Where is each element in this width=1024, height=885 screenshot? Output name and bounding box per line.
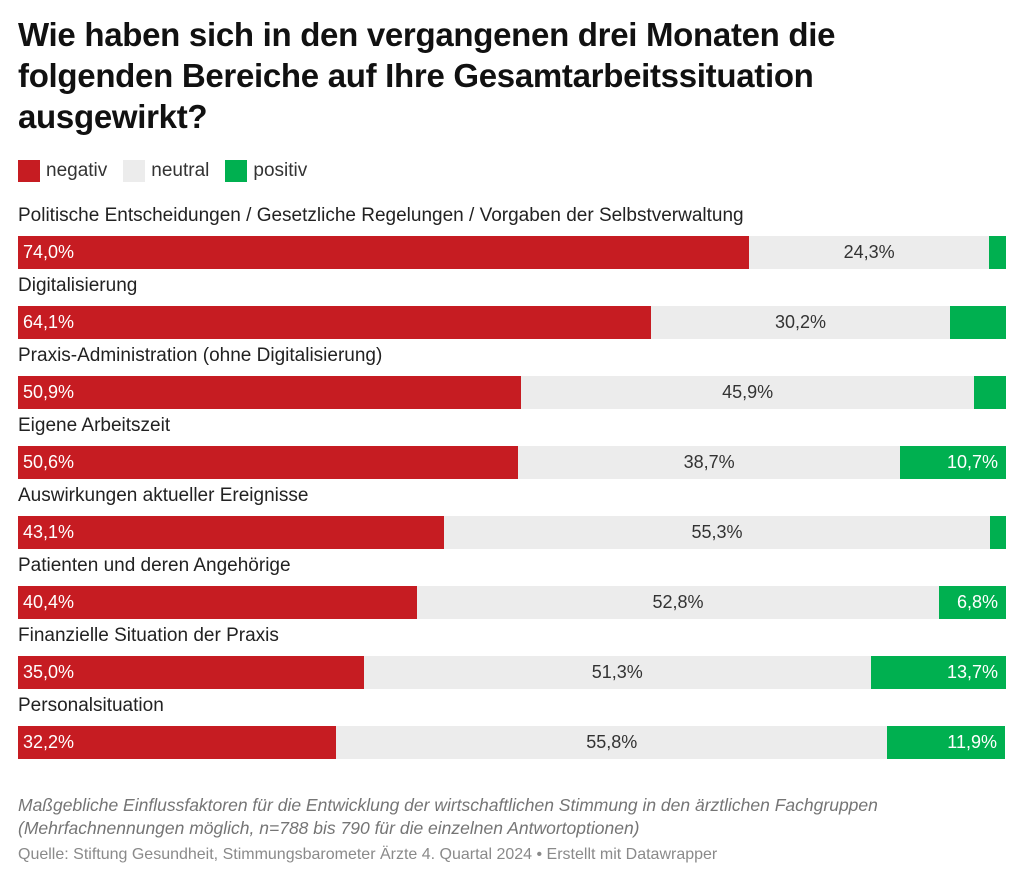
stacked-bar: 43,1% 55,3% [18, 516, 1006, 549]
data-label-negativ: 64,1% [23, 312, 75, 332]
bar-segment-neutral [517, 446, 901, 479]
bar-segment-negativ [18, 586, 418, 619]
bar-row: Finanzielle Situation der Praxis 35,0% 51,… [18, 624, 1006, 694]
chart-title: Wie haben sich in den vergangenen drei M… [18, 16, 836, 135]
category-label: Politische Entscheidungen / Gesetzliche … [18, 205, 744, 226]
bar-row: Politische Entscheidungen / Gesetzliche … [18, 204, 1006, 274]
data-label-neutral: 55,8% [586, 732, 638, 752]
bar-row: Patienten und deren Angehörige 40,4% 52,8%… [18, 554, 1006, 624]
category-label: Auswirkungen aktueller Ereignisse [18, 485, 309, 506]
bar-chart: Politische Entscheidungen / Gesetzliche … [18, 204, 1006, 764]
category-label: Digitalisierung [18, 275, 138, 296]
stacked-bar: 32,2% 55,8% 11,9% [18, 726, 1006, 759]
bar-segment-positiv [989, 236, 1006, 269]
bar-segment-neutral [417, 586, 939, 619]
category-label: Finanzielle Situation der Praxis [18, 625, 279, 646]
bar-segment-neutral [749, 236, 990, 269]
stacked-bar: 35,0% 51,3% 13,7% [18, 656, 1006, 689]
data-label-negativ: 32,2% [23, 732, 75, 752]
data-label-negativ: 74,0% [23, 242, 75, 262]
legend-swatch-negativ [18, 160, 40, 182]
data-label-negativ: 50,9% [23, 382, 75, 402]
chart-note: Maßgebliche Einflussfaktoren für die Ent… [18, 795, 878, 838]
data-label-positiv: 6,8% [956, 592, 998, 612]
bar-segment-positiv [887, 726, 1005, 759]
legend-label-positiv: positiv [253, 160, 308, 181]
data-label-negativ: 40,4% [23, 592, 75, 612]
data-label-negativ: 50,6% [23, 452, 75, 472]
data-label-neutral: 51,3% [591, 662, 643, 682]
legend-item-neutral: neutral [123, 160, 209, 182]
stacked-bar: 74,0% 24,3% [18, 236, 1006, 269]
data-label-neutral: 55,3% [691, 522, 743, 542]
data-label-positiv: 10,7% [946, 452, 998, 472]
bar-row: Praxis-Administration (ohne Digitalisier… [18, 344, 1006, 414]
bar-row: Digitalisierung 64,1% 30,2% [18, 274, 1006, 344]
data-label-positiv: 11,9% [947, 732, 997, 752]
bar-segment-negativ [18, 306, 652, 339]
data-label-negativ: 35,0% [23, 662, 75, 682]
legend: negativ neutral positiv [18, 158, 323, 184]
legend-item-positiv: positiv [225, 160, 307, 182]
bar-segment-negativ [18, 516, 444, 549]
bar-segment-positiv [900, 446, 1006, 479]
data-label-negativ: 43,1% [23, 522, 75, 542]
bar-segment-positiv [870, 656, 1006, 689]
category-label: Praxis-Administration (ohne Digitalisier… [18, 345, 383, 366]
legend-item-negativ: negativ [18, 160, 107, 182]
legend-label-negativ: negativ [46, 160, 108, 181]
data-label-neutral: 52,8% [652, 592, 704, 612]
bar-segment-positiv [990, 516, 1006, 549]
bar-segment-negativ [18, 376, 521, 409]
bar-segment-positiv [938, 586, 1006, 619]
data-label-neutral: 24,3% [843, 242, 895, 262]
category-label: Personalsituation [18, 695, 164, 716]
bar-segment-neutral [651, 306, 950, 339]
legend-swatch-neutral [123, 160, 146, 182]
bar-segment-negativ [18, 656, 364, 689]
bar-row: Eigene Arbeitszeit 50,6% 38,7% 10,7% [18, 414, 1006, 484]
stacked-bar: 64,1% 30,2% [18, 306, 1006, 339]
bar-segment-negativ [18, 726, 337, 759]
category-label: Patienten und deren Angehörige [18, 555, 291, 576]
bar-segment-neutral [336, 726, 888, 759]
stacked-bar: 40,4% 52,8% 6,8% [18, 586, 1006, 619]
bar-segment-neutral [363, 656, 871, 689]
data-label-neutral: 38,7% [683, 452, 735, 472]
data-label-positiv: 13,7% [946, 662, 998, 682]
data-label-neutral: 45,9% [722, 382, 774, 402]
bar-segment-positiv [949, 306, 1006, 339]
category-label: Eigene Arbeitszeit [18, 415, 171, 436]
bar-segment-negativ [18, 446, 518, 479]
legend-swatch-positiv [225, 160, 248, 182]
bar-row: Auswirkungen aktueller Ereignisse 43,1% 55… [18, 484, 1006, 554]
data-label-neutral: 30,2% [774, 312, 826, 332]
bar-segment-positiv [974, 376, 1006, 409]
legend-label-neutral: neutral [151, 160, 210, 181]
stacked-bar: 50,6% 38,7% 10,7% [18, 446, 1006, 479]
stacked-bar: 50,9% 45,9% [18, 376, 1006, 409]
bar-row: Personalsituation 32,2% 55,8% 11,9% [18, 694, 1006, 764]
bar-segment-negativ [18, 236, 750, 269]
chart-source: Quelle: Stiftung Gesundheit, Stimmungsba… [18, 846, 718, 863]
bar-segment-neutral [443, 516, 991, 549]
bar-segment-neutral [520, 376, 975, 409]
